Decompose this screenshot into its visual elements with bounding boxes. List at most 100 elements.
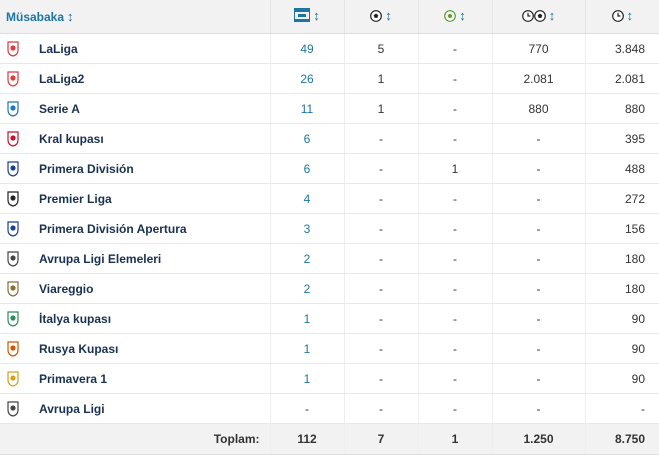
minutes-per-goal-cell: 880 (492, 93, 586, 124)
competition-cell: Serie A (0, 93, 271, 124)
minutes-per-goal-cell: - (492, 153, 586, 184)
laliga2-logo[interactable] (0, 70, 26, 87)
minutes-per-goal-cell: 770 (492, 33, 586, 64)
table-row: Primera División 6-1-488 (0, 153, 659, 184)
assists-cell: - (418, 33, 493, 64)
appearances-cell[interactable]: 26 (270, 63, 345, 94)
lineup-icon (294, 8, 311, 23)
minutes-cell: 90 (585, 303, 659, 334)
competition-name-link[interactable]: İtalya kupası (39, 311, 112, 326)
premier-liga-logo[interactable] (0, 190, 26, 207)
competition-name-link[interactable]: Premier Liga (39, 191, 112, 206)
goals-cell: 1 (344, 63, 419, 94)
sort-icon[interactable]: ↕ (385, 8, 392, 24)
appearances-cell[interactable]: 1 (270, 303, 345, 334)
competition-name-link[interactable]: Avrupa Ligi (39, 401, 105, 416)
competition-cell: Primavera 1 (0, 363, 271, 394)
assists-cell: - (418, 243, 493, 274)
goals-cell: - (344, 363, 419, 394)
appearances-cell[interactable]: 11 (270, 93, 345, 124)
minutes-cell: 880 (585, 93, 659, 124)
assists-cell: - (418, 363, 493, 394)
minutes-cell: 180 (585, 243, 659, 274)
minutes-column-header[interactable]: ↕ (585, 0, 659, 34)
goals-cell: - (344, 213, 419, 244)
assists-cell: - (418, 273, 493, 304)
table-row: Serie A 11 1-880 880 (0, 93, 659, 124)
coppa-italia-logo[interactable] (0, 310, 26, 327)
goals-cell: 1 (344, 93, 419, 124)
competition-name-link[interactable]: Viareggio (39, 281, 94, 296)
competition-cell: Premier Liga (0, 183, 271, 214)
competition-name-link[interactable]: Avrupa Ligi Elemeleri (39, 251, 162, 266)
competition-cell: LaLiga2 (0, 63, 271, 94)
competition-name-link[interactable]: Rusya Kupası (39, 341, 119, 356)
appearances-cell: - (270, 393, 345, 424)
appearances-cell[interactable]: 6 (270, 153, 345, 184)
total-goals: 7 (344, 423, 419, 455)
sort-icon[interactable]: ↕ (67, 9, 74, 24)
total-label: Toplam: (0, 423, 271, 455)
competition-column-header[interactable]: Müsabaka ↕ (0, 0, 271, 34)
assist-ball-icon (444, 9, 457, 22)
appearances-cell[interactable]: 1 (270, 333, 345, 364)
minutes-per-goal-cell: - (492, 243, 586, 274)
minutes-per-goal-cell: - (492, 303, 586, 334)
appearances-cell[interactable]: 1 (270, 363, 345, 394)
competition-name-link[interactable]: LaLiga2 (39, 71, 85, 86)
appearances-cell[interactable]: 4 (270, 183, 345, 214)
minutes-per-goal-cell: - (492, 213, 586, 244)
total-assists: 1 (418, 423, 493, 455)
minutes-per-goal-column-header[interactable]: ↕ (492, 0, 586, 34)
competition-header-label: Müsabaka (6, 9, 65, 24)
sort-icon[interactable]: ↕ (313, 7, 320, 23)
viareggio-logo[interactable] (0, 280, 26, 297)
sort-icon[interactable]: ↕ (626, 8, 634, 24)
competition-name-link[interactable]: Primera División (39, 161, 134, 176)
assists-column-header[interactable]: ↕ (418, 0, 493, 34)
competition-cell: Kral kupası (0, 123, 271, 154)
competition-cell: Avrupa Ligi Elemeleri (0, 243, 271, 274)
goals-cell: - (344, 153, 419, 184)
europa-qualifying-logo[interactable] (0, 250, 26, 267)
total-minutes: 8.750 (585, 423, 659, 455)
minutes-cell: 272 (585, 183, 659, 214)
table-row: Rusya Kupası 1- - -90 (0, 333, 659, 364)
appearances-cell[interactable]: 49 (270, 33, 345, 64)
sort-icon[interactable]: ↕ (459, 8, 466, 24)
minutes-cell: 156 (585, 213, 659, 244)
goals-cell: - (344, 333, 419, 364)
competition-cell: Primera División Apertura (0, 213, 271, 244)
table-row: Viareggio 2- - -180 (0, 273, 659, 304)
competition-name-link[interactable]: LaLiga (39, 41, 78, 56)
minutes-per-goal-cell: - (492, 123, 586, 154)
competition-name-link[interactable]: Primavera 1 (39, 371, 108, 386)
competition-name-link[interactable]: Kral kupası (39, 131, 104, 146)
minutes-cell: 395 (585, 123, 659, 154)
goals-cell: - (344, 183, 419, 214)
copa-del-rey-logo[interactable] (0, 130, 26, 147)
appearances-column-header[interactable]: ↕ (270, 0, 345, 34)
europa-league-logo[interactable] (0, 400, 26, 417)
sort-icon[interactable]: ↕ (548, 8, 556, 24)
primavera-logo[interactable] (0, 370, 26, 387)
appearances-cell[interactable]: 3 (270, 213, 345, 244)
table-row: LaLiga2 26 1-2.081 2.081 (0, 63, 659, 94)
appearances-cell[interactable]: 6 (270, 123, 345, 154)
total-appearances: 112 (270, 423, 345, 455)
russian-cup-logo[interactable] (0, 340, 26, 357)
serie-a-logo[interactable] (0, 100, 26, 117)
appearances-cell[interactable]: 2 (270, 243, 345, 274)
primera-division-logo[interactable] (0, 160, 26, 177)
appearances-cell[interactable]: 2 (270, 273, 345, 304)
assists-cell: 1 (418, 153, 493, 184)
table-header-row: Müsabaka ↕ ↕ ↕ (0, 0, 659, 34)
goals-cell: - (344, 303, 419, 334)
apertura-logo[interactable] (0, 220, 26, 237)
competition-cell: İtalya kupası (0, 303, 271, 334)
competition-name-link[interactable]: Serie A (39, 101, 80, 116)
goals-column-header[interactable]: ↕ (344, 0, 419, 34)
laliga-logo[interactable] (0, 40, 26, 57)
competition-name-link[interactable]: Primera División Apertura (39, 221, 187, 236)
